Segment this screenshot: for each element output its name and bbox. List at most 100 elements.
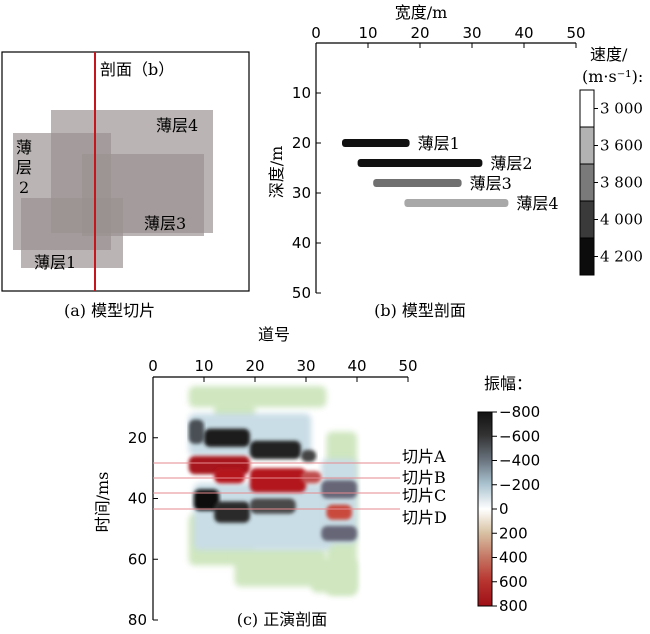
- legend-title-1: 速度/: [590, 45, 628, 64]
- layer2-label-line3: 2: [19, 178, 29, 197]
- panel-c-x-tick-label: 10: [194, 357, 213, 375]
- layer-bar-3: [373, 179, 462, 187]
- panel-c-x-tick-label: 30: [296, 357, 315, 375]
- panel-b-xlabel: 宽度/m: [395, 3, 448, 22]
- panel-b-bars: [342, 139, 509, 207]
- legend-value: 3 800: [600, 174, 643, 192]
- black-event: [249, 440, 301, 460]
- slice-label: 切片C: [402, 486, 446, 505]
- layer-bar-2: [357, 159, 483, 167]
- colorbar-tick-label: 600: [499, 573, 528, 591]
- panel-b-y-tick-label: 50: [292, 284, 311, 302]
- grey-event: [321, 480, 357, 499]
- legend-swatch: [579, 126, 595, 165]
- blue-halo: [193, 483, 332, 551]
- panel-b-y-tick-label: 10: [292, 84, 311, 102]
- green-halo-top: [188, 386, 327, 408]
- grey-event: [321, 525, 357, 542]
- panel-c-x-tick-label: 20: [245, 357, 264, 375]
- colorbar-tick-label: 800: [499, 597, 528, 615]
- layer-bar-1: [342, 139, 410, 147]
- black-event: [188, 419, 204, 444]
- colorbar-tick-label: 0: [499, 500, 509, 518]
- legend-swatch: [579, 237, 595, 276]
- panel-b-ylabel: 深度/m: [267, 146, 286, 199]
- legend-swatch: [579, 200, 595, 239]
- panel-b-x-tick-label: 40: [514, 24, 533, 42]
- panel-c-x-tick-label: 50: [398, 357, 417, 375]
- slice-label: 切片B: [402, 468, 446, 487]
- red-event: [249, 468, 306, 493]
- panel-a: 剖面（b） 薄层4 薄 层 2 薄层3 薄层1 (a) 模型切片: [1, 51, 250, 320]
- panel-b-x-tick-label: 20: [410, 24, 429, 42]
- legend-swatch: [579, 163, 595, 202]
- layer-bar-label-2: 薄层2: [490, 154, 532, 173]
- black-event-lower: [214, 501, 250, 523]
- black-event-lower: [193, 489, 220, 511]
- velocity-legend: 3 000 3 600 3 800 4 000 4 200: [579, 89, 643, 276]
- panel-c-ylabel: 时间/ms: [93, 472, 112, 533]
- legend-swatch: [579, 89, 595, 128]
- legend-value: 3 000: [600, 100, 643, 118]
- amplitude-colorbar: [477, 411, 493, 607]
- colorbar-tick-label: −400: [499, 452, 540, 470]
- panel-b-y-tick-label: 20: [292, 134, 311, 152]
- panel-c-x-tick-label: 0: [148, 357, 158, 375]
- slice-label: 切片A: [402, 447, 446, 466]
- colorbar-tick-label: −200: [499, 476, 540, 494]
- layer-bar-4: [404, 199, 509, 207]
- black-event: [204, 428, 250, 447]
- colorbar-tick-label: −600: [499, 427, 540, 445]
- panel-b-x-tick-label: 10: [358, 24, 377, 42]
- layer-bar-label-4: 薄层4: [516, 194, 558, 213]
- layer-bar-label-3: 薄层3: [470, 174, 512, 193]
- panel-b-y-tick-label: 30: [292, 184, 311, 202]
- green-halo-bottom: [234, 547, 327, 587]
- panel-b-x-tick-label: 30: [462, 24, 481, 42]
- panel-b-x-tick-label: 0: [311, 24, 321, 42]
- panel-a-caption: (a) 模型切片: [64, 301, 155, 320]
- colorbar-ticks: −800 −600 −400 −200 0 200 400 600 800: [492, 403, 540, 615]
- layer4-label: 薄层4: [156, 116, 198, 135]
- layer1-label: 薄层1: [34, 253, 76, 272]
- panel-c-xlabel: 道号: [258, 325, 290, 344]
- panel-b-x-tick-label: 50: [566, 24, 585, 42]
- colorbar-title: 振幅：: [484, 374, 532, 393]
- seismic-section-image: [188, 386, 357, 596]
- layer-bar-label-1: 薄层1: [418, 134, 460, 153]
- panel-c-y-tick-label: 60: [128, 550, 147, 568]
- black-event: [300, 449, 317, 463]
- colorbar-tick-label: 200: [499, 524, 528, 542]
- red-event: [326, 504, 352, 520]
- panel-c-y-tick-label: 80: [128, 611, 147, 629]
- panel-c-x-tick-label: 40: [347, 357, 366, 375]
- panel-c-caption: (c) 正演剖面: [237, 610, 328, 629]
- panel-c-y-tick-label: 20: [128, 429, 147, 447]
- legend-title-2: (m·s⁻¹):: [582, 67, 643, 86]
- panel-b-axes: 0 10 20 30 40 50 10 20 30 40 50: [292, 24, 586, 302]
- legend-value: 3 600: [600, 137, 643, 155]
- legend-value: 4 200: [600, 248, 643, 266]
- layer1-slice: [21, 198, 123, 268]
- panel-b-caption: (b) 模型剖面: [374, 301, 466, 320]
- layer3-label: 薄层3: [144, 214, 186, 233]
- red-event: [214, 468, 245, 484]
- panel-b-y-tick-label: 40: [292, 234, 311, 252]
- section-label: 剖面（b）: [100, 60, 174, 79]
- black-event-lower: [249, 498, 296, 514]
- layer2-label-line1: 薄: [16, 138, 32, 157]
- panel-c-axes: 0 10 20 30 40 50 20 40 60 80: [128, 357, 418, 629]
- layer2-label-line2: 层: [16, 158, 32, 177]
- slice-label: 切片D: [402, 508, 447, 527]
- legend-value: 4 000: [600, 211, 643, 229]
- panel-c-y-tick-label: 40: [128, 490, 147, 508]
- colorbar-tick-label: 400: [499, 549, 528, 567]
- red-event: [300, 471, 322, 484]
- colorbar-tick-label: −800: [499, 403, 540, 421]
- green-halo-bottom: [311, 559, 357, 593]
